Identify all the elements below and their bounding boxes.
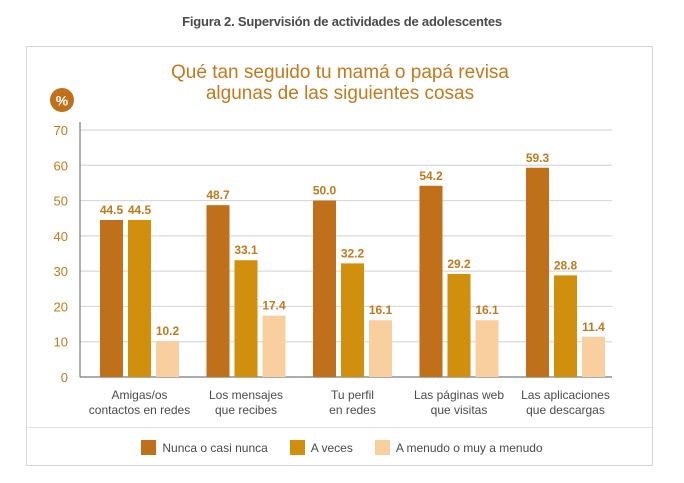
bar: [341, 263, 364, 377]
legend-swatch: [141, 440, 157, 455]
data-label: 10.2: [156, 324, 180, 338]
y-tick-label: 50: [54, 194, 68, 209]
legend-swatch: [289, 440, 305, 455]
data-label: 11.4: [582, 320, 605, 334]
bar: [369, 320, 392, 377]
y-axis-unit-label: %: [56, 93, 69, 109]
bar: [475, 320, 499, 377]
legend-item: A menudo o muy a menudo: [374, 440, 543, 455]
y-tick-label: 40: [54, 229, 68, 244]
percent-badge: [50, 88, 74, 112]
x-tick-label: Los mensajes: [209, 388, 283, 402]
legend-label: Nunca o casi nunca: [162, 440, 268, 455]
chart-title-line-1: Qué tan seguido tu mamá o papá revisa: [171, 62, 509, 83]
chart-title: Qué tan seguido tu mamá o papá revisa al…: [120, 62, 560, 104]
data-label: 28.8: [554, 258, 578, 272]
bar: [100, 219, 123, 377]
legend: Nunca o casi nunca A veces A menudo o mu…: [0, 440, 684, 455]
data-label: 32.2: [341, 246, 365, 260]
x-tick-label: Las aplicaciones: [521, 388, 610, 402]
legend-divider: [26, 427, 653, 428]
bar: [262, 315, 286, 377]
bar: [526, 167, 549, 377]
bar: [582, 336, 605, 377]
x-tick-label: que descargas: [526, 403, 605, 417]
legend-swatch: [374, 440, 390, 455]
data-label: 54.2: [419, 169, 443, 183]
bar: [156, 341, 179, 377]
y-tick-label: 60: [54, 158, 68, 173]
y-tick-label: 20: [54, 299, 68, 314]
bar: [554, 275, 577, 377]
legend-label: A veces: [310, 440, 353, 455]
y-tick-label: 0: [61, 370, 68, 385]
chart-title-line-2: algunas de las siguientes cosas: [205, 83, 475, 104]
legend-item: A veces: [289, 440, 353, 455]
bar: [447, 273, 471, 377]
legend-item: Nunca o casi nunca: [141, 440, 268, 455]
y-tick-label: 10: [54, 335, 68, 350]
y-tick-label: 70: [54, 123, 68, 138]
data-label: 29.2: [447, 257, 471, 271]
x-tick-label: en redes: [329, 403, 376, 417]
x-tick-label: que visitas: [431, 403, 488, 417]
data-label: 59.3: [526, 151, 550, 165]
data-label: 33.1: [234, 243, 258, 257]
data-label: 44.5: [100, 203, 124, 217]
y-tick-label: 30: [54, 264, 68, 279]
chart-frame: [26, 46, 653, 466]
bar: [128, 219, 151, 377]
bar: [313, 200, 336, 377]
legend-label: A menudo o muy a menudo: [395, 440, 543, 455]
bar: [206, 205, 230, 377]
x-tick-label: Amigas/os: [111, 388, 167, 402]
data-label: 50.0: [313, 184, 337, 198]
bar: [234, 260, 258, 377]
bar: [419, 185, 443, 377]
data-label: 44.5: [128, 203, 152, 217]
x-tick-label: contactos en redes: [89, 403, 190, 417]
figure-title: Figura 2. Supervisión de actividades de …: [182, 14, 502, 29]
data-label: 17.4: [262, 299, 286, 313]
x-tick-label: que recibes: [215, 403, 277, 417]
data-label: 16.1: [369, 303, 393, 317]
data-label: 48.7: [206, 188, 230, 202]
data-label: 16.1: [475, 303, 499, 317]
x-tick-label: Tu perfil: [331, 388, 374, 402]
x-tick-label: Las páginas web: [414, 388, 504, 402]
